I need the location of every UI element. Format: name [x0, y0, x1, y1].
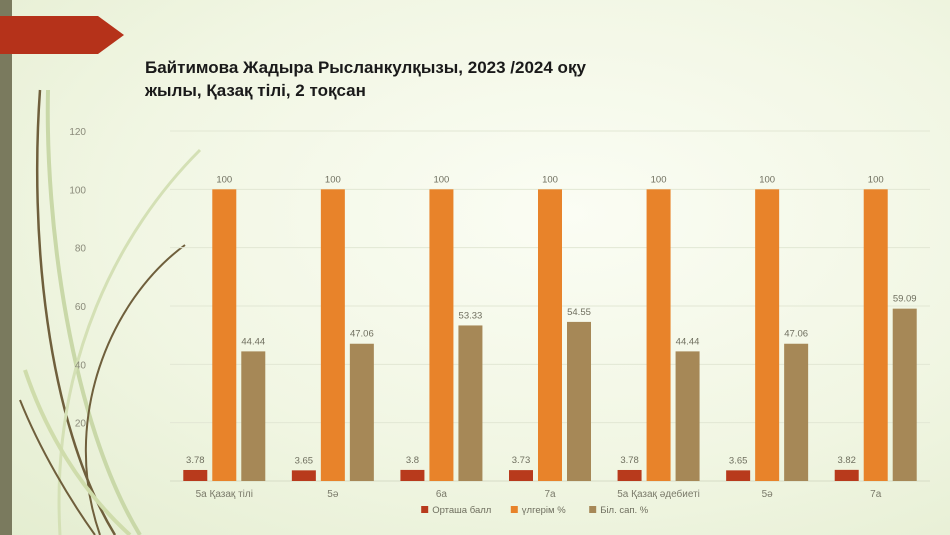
x-category-label: 7а [870, 489, 882, 500]
bar [755, 189, 780, 482]
bar [675, 351, 700, 481]
bar [863, 189, 888, 482]
data-label: 54.55 [567, 307, 591, 318]
bar [567, 321, 591, 481]
bar [349, 343, 374, 481]
legend-label: Біл. сап. % [600, 505, 649, 516]
data-label: 3.78 [186, 455, 205, 466]
y-axis-ticks: 20 40 60 80 100 120 [69, 127, 86, 430]
legend-label: үлгерім % [522, 505, 566, 516]
bar [291, 470, 316, 481]
legend-label: Орташа балл [432, 505, 491, 516]
data-label: 100 [868, 174, 884, 185]
data-label: 47.06 [350, 329, 374, 340]
title-arrow-banner [0, 16, 124, 54]
data-label: 100 [651, 174, 667, 185]
y-tick-label: 100 [69, 185, 86, 196]
y-tick-label: 60 [75, 302, 87, 313]
legend: Орташа балл үлгерім % Біл. сап. % [421, 505, 649, 516]
chart-title: Байтимова Жадыра Рысланкулқызы, 2023 /20… [145, 56, 665, 102]
data-label: 3.65 [729, 455, 748, 466]
bar [241, 351, 266, 481]
data-label: 100 [542, 174, 558, 185]
bar [183, 469, 208, 481]
bar [646, 189, 671, 482]
x-axis-categories: 5а Қазақ тілі 5ә 6а 7а 5а Қазақ әдебиеті 5ә 7а [196, 488, 882, 500]
x-category-label: 6а [436, 489, 448, 500]
legend-swatch [589, 506, 597, 513]
y-tick-label: 40 [75, 360, 87, 371]
x-category-label: 5ә [327, 489, 339, 500]
bars [183, 189, 917, 482]
data-label: 47.06 [784, 329, 808, 340]
chart-title-line-1: Байтимова Жадыра Рысланкулқызы, 2023 /20… [145, 58, 586, 77]
data-label: 3.78 [620, 455, 639, 466]
data-label: 53.33 [459, 310, 483, 321]
data-label: 44.44 [241, 336, 265, 347]
bar [726, 470, 751, 481]
y-tick-label: 120 [69, 127, 86, 138]
bar [834, 469, 859, 481]
data-label: 3.82 [837, 455, 856, 466]
chart-title-line-2: жылы, Қазақ тілі, 2 тоқсан [145, 81, 366, 100]
x-category-label: 5а Қазақ тілі [196, 489, 253, 500]
bar [400, 469, 425, 481]
left-accent-bar [0, 0, 12, 535]
data-label: 100 [433, 174, 449, 185]
bar [458, 325, 483, 481]
data-label: 3.8 [406, 455, 419, 466]
bar [784, 343, 809, 481]
data-label: 3.73 [512, 455, 531, 466]
data-label: 44.44 [676, 336, 700, 347]
bar [538, 189, 562, 482]
bar [509, 470, 533, 481]
x-category-label: 5а Қазақ әдебиеті [617, 488, 700, 500]
data-labels: 3.78 100 44.44 3.65 100 47.06 3.8 100 53.33 3.73 1… [186, 174, 917, 466]
y-tick-label: 80 [75, 244, 87, 255]
bar [429, 189, 454, 482]
x-category-label: 5ә [762, 489, 774, 500]
legend-swatch [510, 506, 518, 513]
data-label: 100 [325, 174, 341, 185]
data-label: 3.65 [295, 455, 314, 466]
data-label: 59.09 [893, 294, 917, 305]
x-category-label: 7а [544, 489, 556, 500]
bar [320, 189, 345, 482]
data-label: 100 [216, 174, 232, 185]
bar [212, 189, 237, 482]
bar [892, 308, 917, 481]
legend-swatch [421, 506, 429, 513]
y-tick-label: 20 [75, 419, 87, 430]
bar [617, 469, 642, 481]
data-label: 100 [759, 174, 775, 185]
